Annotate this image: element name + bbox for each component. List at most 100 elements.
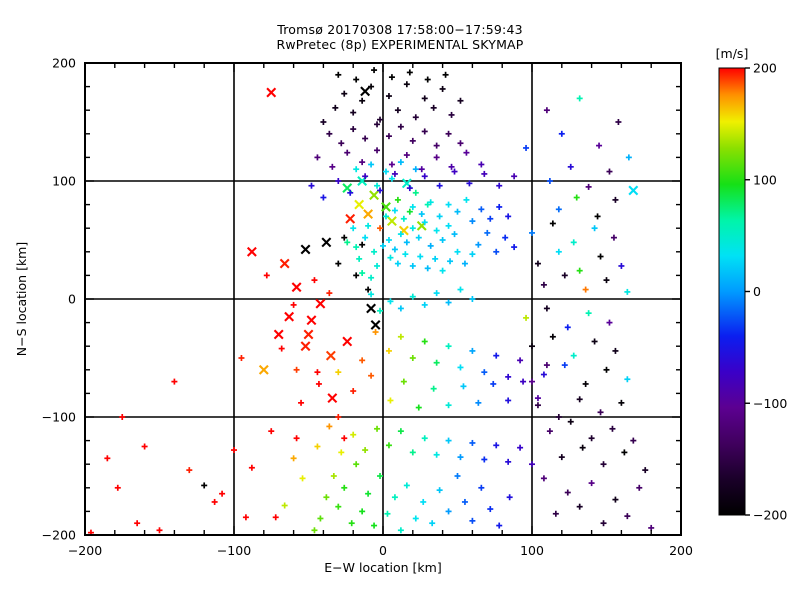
data-marker — [353, 76, 360, 83]
data-marker — [403, 482, 410, 489]
data-marker — [454, 208, 461, 215]
y-tick-label: 0 — [68, 292, 76, 307]
data-marker — [356, 255, 363, 262]
data-marker — [314, 369, 321, 376]
data-marker — [448, 111, 455, 118]
data-marker — [433, 142, 440, 149]
data-marker — [457, 364, 464, 371]
data-marker — [315, 298, 326, 309]
data-marker — [478, 206, 485, 213]
data-marker — [591, 338, 598, 345]
data-marker — [418, 166, 425, 173]
data-marker — [612, 196, 619, 203]
data-marker — [576, 396, 583, 403]
data-marker — [320, 119, 327, 125]
data-marker — [281, 502, 288, 509]
data-marker — [365, 222, 372, 229]
data-marker — [543, 362, 550, 369]
data-marker — [338, 449, 345, 456]
data-marker — [284, 311, 295, 322]
data-marker — [114, 484, 121, 491]
data-marker — [359, 270, 366, 277]
data-marker — [436, 182, 443, 189]
data-marker — [481, 456, 488, 463]
data-marker — [505, 397, 512, 404]
data-marker — [335, 71, 342, 78]
data-marker — [612, 496, 619, 503]
data-marker — [406, 185, 413, 192]
data-marker — [335, 260, 342, 267]
data-marker — [451, 231, 458, 238]
data-marker — [436, 487, 443, 494]
data-marker — [439, 267, 446, 274]
data-marker — [409, 137, 416, 144]
title-line-1: Tromsø 20170308 17:58:00−17:59:43 — [277, 22, 523, 37]
data-marker — [546, 428, 553, 435]
y-tick-label: −100 — [42, 410, 76, 425]
data-marker — [293, 366, 300, 373]
data-marker — [454, 473, 461, 479]
data-marker — [335, 178, 342, 184]
data-marker — [360, 86, 371, 97]
data-marker — [365, 490, 372, 497]
data-marker — [266, 87, 277, 98]
data-marker — [445, 402, 452, 409]
data-marker — [523, 314, 530, 321]
data-marker — [457, 97, 464, 104]
x-tick-label: 100 — [520, 543, 544, 558]
data-marker — [406, 208, 413, 215]
data-marker — [350, 431, 357, 438]
data-marker — [630, 437, 637, 444]
data-marker — [484, 229, 491, 236]
data-marker — [576, 95, 583, 102]
data-marker — [353, 166, 360, 173]
data-marker — [329, 163, 336, 170]
data-marker — [520, 378, 527, 385]
data-marker — [490, 380, 497, 387]
data-marker — [362, 135, 369, 142]
data-marker — [335, 414, 342, 420]
data-marker — [517, 357, 524, 364]
colorbar-tick-label: 100 — [753, 172, 777, 187]
data-marker — [417, 253, 424, 260]
data-marker — [359, 357, 366, 364]
data-marker — [384, 510, 391, 517]
figure-title: Tromsø 20170308 17:58:00−17:59:43 RwPret… — [0, 22, 800, 52]
data-marker — [546, 178, 553, 184]
data-marker — [457, 286, 464, 293]
data-marker — [534, 260, 541, 267]
data-marker — [332, 104, 339, 111]
data-marker — [315, 380, 322, 387]
colorbar-tick-label: −200 — [753, 508, 787, 523]
data-marker — [564, 489, 571, 496]
data-marker — [400, 215, 407, 222]
data-marker — [231, 447, 237, 454]
data-marker — [385, 237, 392, 243]
data-marker — [603, 366, 610, 373]
data-points-layer — [87, 67, 655, 535]
data-marker — [621, 449, 628, 456]
data-marker — [397, 527, 404, 534]
data-marker — [502, 234, 509, 241]
data-marker — [377, 187, 384, 194]
data-marker — [588, 435, 595, 442]
data-marker — [341, 484, 348, 491]
data-marker — [567, 163, 574, 170]
data-marker — [615, 119, 622, 125]
data-marker — [529, 461, 535, 468]
data-marker — [433, 359, 440, 366]
data-marker — [134, 520, 141, 527]
data-marker — [141, 443, 148, 450]
data-marker — [368, 161, 375, 168]
data-marker — [303, 329, 314, 340]
data-marker — [385, 133, 392, 140]
data-marker — [374, 262, 381, 269]
data-marker — [382, 213, 389, 220]
data-marker — [454, 248, 461, 255]
data-marker — [377, 116, 384, 123]
data-marker — [248, 464, 255, 471]
data-marker — [433, 227, 440, 234]
data-marker — [618, 262, 625, 269]
data-marker — [403, 81, 410, 88]
data-marker — [445, 130, 452, 137]
